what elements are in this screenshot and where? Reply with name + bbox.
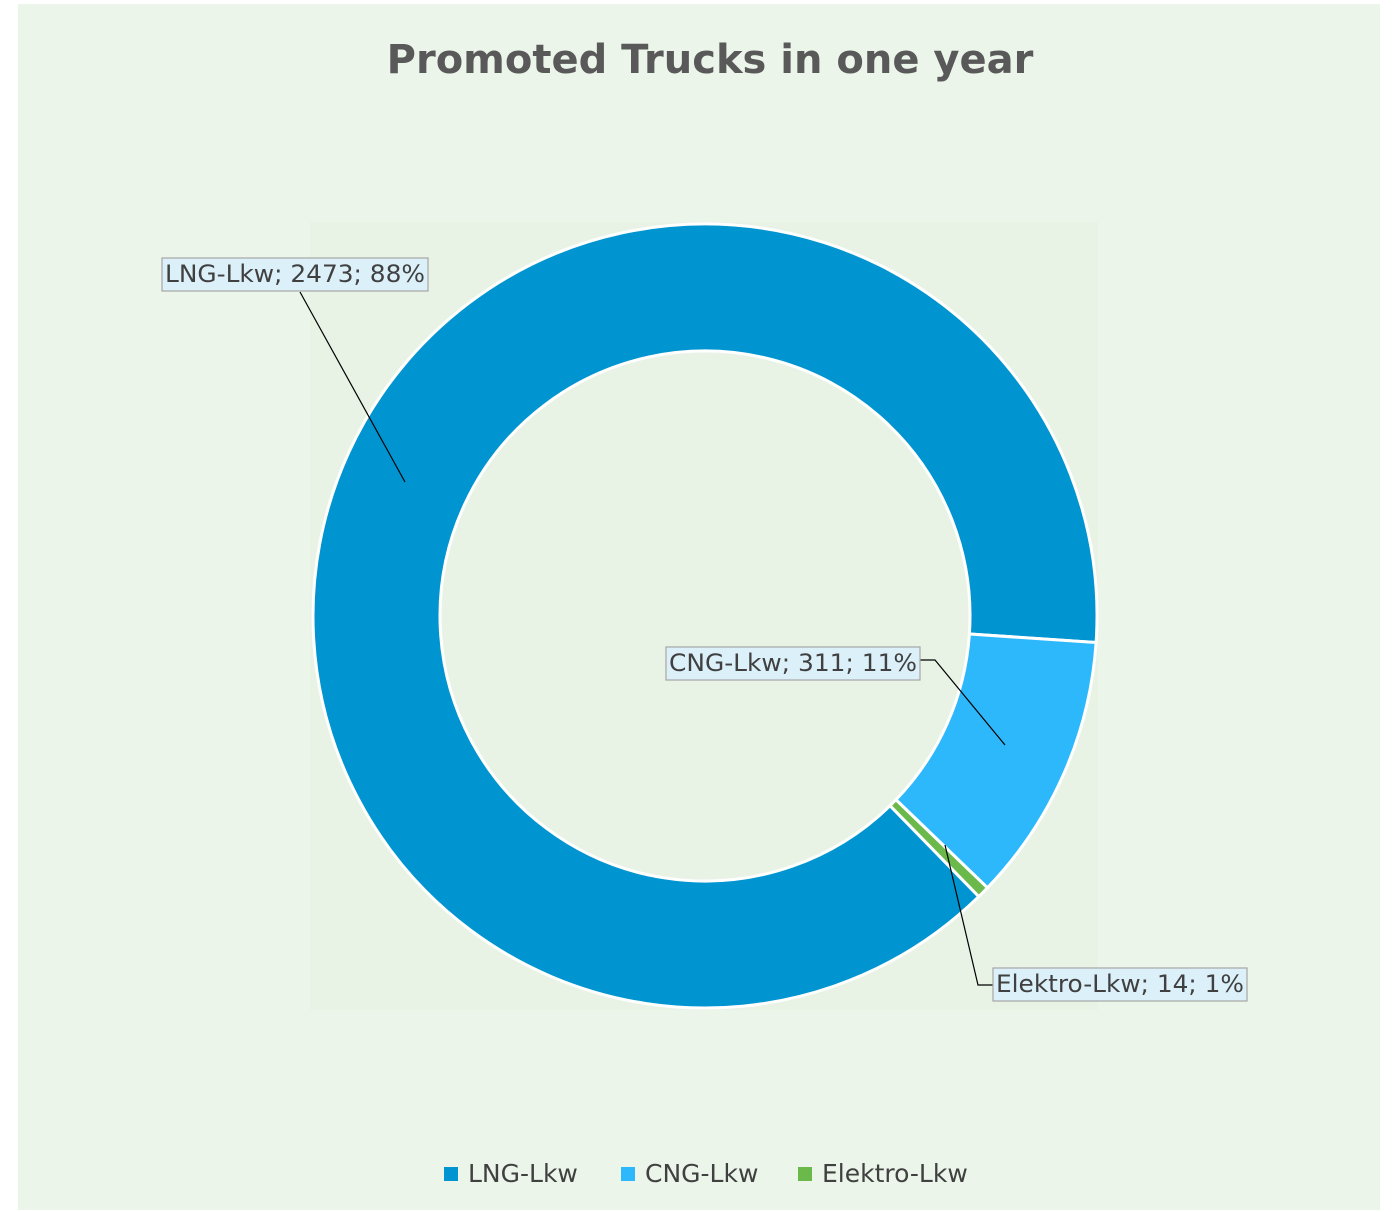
leader-line — [299, 291, 406, 483]
donut-slice — [311, 222, 1099, 1010]
legend-label: CNG-Lkw — [645, 1159, 758, 1188]
data-label: LNG-Lkw; 2473; 88% — [165, 260, 425, 288]
data-label-box — [665, 646, 921, 681]
legend-swatch — [798, 1167, 812, 1181]
data-label: CNG-Lkw; 311; 11% — [669, 649, 917, 677]
donut-slice — [887, 797, 990, 899]
legend-swatch — [444, 1167, 458, 1181]
leader-line — [920, 659, 1006, 746]
data-label-box — [161, 257, 429, 292]
legend-label: Elektro-Lkw — [822, 1159, 968, 1188]
data-label-box — [992, 967, 1248, 1002]
leader-line — [944, 844, 993, 986]
chart-title: Promoted Trucks in one year — [387, 37, 1034, 83]
data-label: Elektro-Lkw; 14; 1% — [996, 970, 1244, 998]
legend-swatch — [621, 1167, 635, 1181]
legend-label: LNG-Lkw — [468, 1159, 578, 1188]
